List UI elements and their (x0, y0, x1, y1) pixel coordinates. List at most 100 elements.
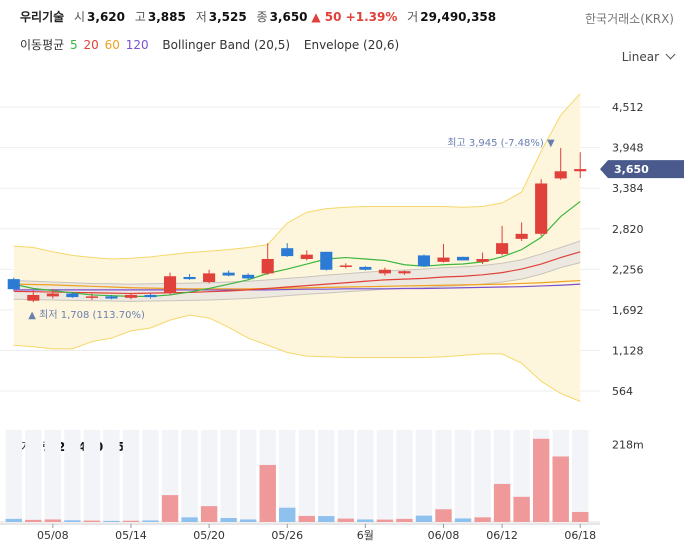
candle-body (46, 293, 59, 297)
candle-body (320, 251, 333, 270)
candle-body (535, 183, 548, 234)
volume-slot (122, 430, 140, 522)
volume-slot (376, 430, 394, 522)
volume-bar (161, 495, 179, 522)
candle (574, 152, 587, 179)
candle-body (85, 296, 98, 298)
volume-slot (181, 430, 198, 522)
envelope-legend[interactable]: Envelope (20,6) (303, 38, 400, 52)
volume-slot (142, 430, 159, 522)
candle-body (27, 294, 40, 301)
candle (144, 293, 157, 299)
candle (203, 269, 216, 284)
volume-slot (318, 430, 335, 522)
volume-slot (200, 430, 218, 522)
ma20-legend[interactable]: 20 (83, 38, 99, 52)
ma120-legend[interactable]: 120 (125, 38, 149, 52)
candle-body (105, 296, 118, 299)
x-tick-label: 05/14 (115, 529, 147, 542)
volume-bar (239, 519, 257, 522)
price-tick-label: 2,256 (612, 263, 644, 276)
candle (535, 179, 548, 236)
ma5-legend[interactable]: 5 (70, 38, 78, 52)
scale-dropdown[interactable]: Linear (621, 49, 676, 64)
stock-name: 우리기술 (20, 10, 65, 24)
bollinger-legend[interactable]: Bollinger Band (20,5) (162, 38, 291, 52)
candle (300, 250, 313, 261)
volume-bar (181, 517, 198, 522)
candle (281, 243, 294, 257)
candle-body (574, 169, 587, 172)
candle-body (66, 293, 79, 298)
x-tick-label: 06/12 (486, 529, 518, 542)
ma-label[interactable]: 이동평균 (20, 38, 65, 52)
open-label: 시 (74, 10, 86, 24)
volume-bar (259, 464, 276, 522)
volume-bar (44, 519, 62, 522)
high-label: 고 (134, 10, 146, 24)
x-tick-label: 6월 (357, 529, 374, 542)
candle (46, 289, 59, 299)
price-tick-label: 3,384 (612, 182, 644, 195)
price-tick-label: 4,512 (612, 101, 644, 114)
volume-bar (318, 516, 335, 522)
low-label: 저 (195, 10, 207, 24)
candle-body (281, 248, 294, 257)
low-annotation: ▲ 최저 1,708 (113.70%) (28, 309, 145, 321)
candle (320, 251, 333, 271)
volume-bar (83, 520, 101, 522)
candle-body (359, 266, 372, 270)
volume-slot (337, 430, 355, 522)
price-tick-label: 1,692 (612, 304, 644, 317)
candle (66, 292, 79, 298)
candle-body (476, 258, 489, 262)
volume-bar (122, 520, 140, 522)
volume-bar (552, 456, 569, 522)
volume-slot (279, 430, 296, 522)
volume-slot (239, 430, 257, 522)
candle (261, 243, 274, 275)
volume-slot (5, 430, 22, 522)
volume-slot (64, 430, 81, 522)
volume-slot (83, 430, 101, 522)
candle-body (222, 272, 235, 276)
envelope-upper-line (13, 240, 581, 285)
x-tick-label: 05/20 (193, 529, 225, 542)
volume-slot (25, 430, 42, 522)
candle (378, 267, 391, 276)
volume-bar (454, 518, 472, 522)
candle (437, 243, 450, 263)
volume-bar (396, 518, 413, 522)
candle (339, 263, 352, 269)
low-value: 3,525 (208, 10, 247, 24)
volume-bar (415, 515, 433, 522)
exchange-label: 한국거래소(KRX) (585, 12, 674, 26)
candle-body (398, 271, 411, 274)
indicator-legend: 이동평균 5 20 60 120 Bollinger Band (20,5) E… (20, 36, 401, 53)
volume-slot (572, 430, 589, 522)
volume-axis-label: 218m (612, 439, 644, 452)
volume-bar (474, 517, 491, 522)
ma120-line (13, 283, 581, 291)
scale-label: Linear (621, 50, 659, 64)
candle (476, 252, 489, 265)
volume-bar (220, 518, 237, 522)
candle-body (417, 255, 431, 267)
candle (398, 270, 411, 275)
volume-bar (376, 519, 394, 522)
volume-slot (44, 430, 62, 522)
candle (456, 256, 470, 261)
candle-body (515, 233, 528, 239)
candle-body (496, 243, 509, 254)
close-value: 3,650 (269, 10, 308, 24)
volume-bar (64, 520, 81, 522)
volume-bar (337, 518, 355, 522)
candle-body (339, 265, 352, 267)
ma60-line (13, 279, 581, 290)
ma60-legend[interactable]: 60 (104, 38, 120, 52)
high-annotation: 최고 3,945 (-7.48%) ▼ (447, 137, 555, 149)
volume-bar (5, 518, 22, 522)
volume-value: 29,490,358 (420, 10, 497, 24)
x-tick-label: 05/26 (271, 529, 303, 542)
